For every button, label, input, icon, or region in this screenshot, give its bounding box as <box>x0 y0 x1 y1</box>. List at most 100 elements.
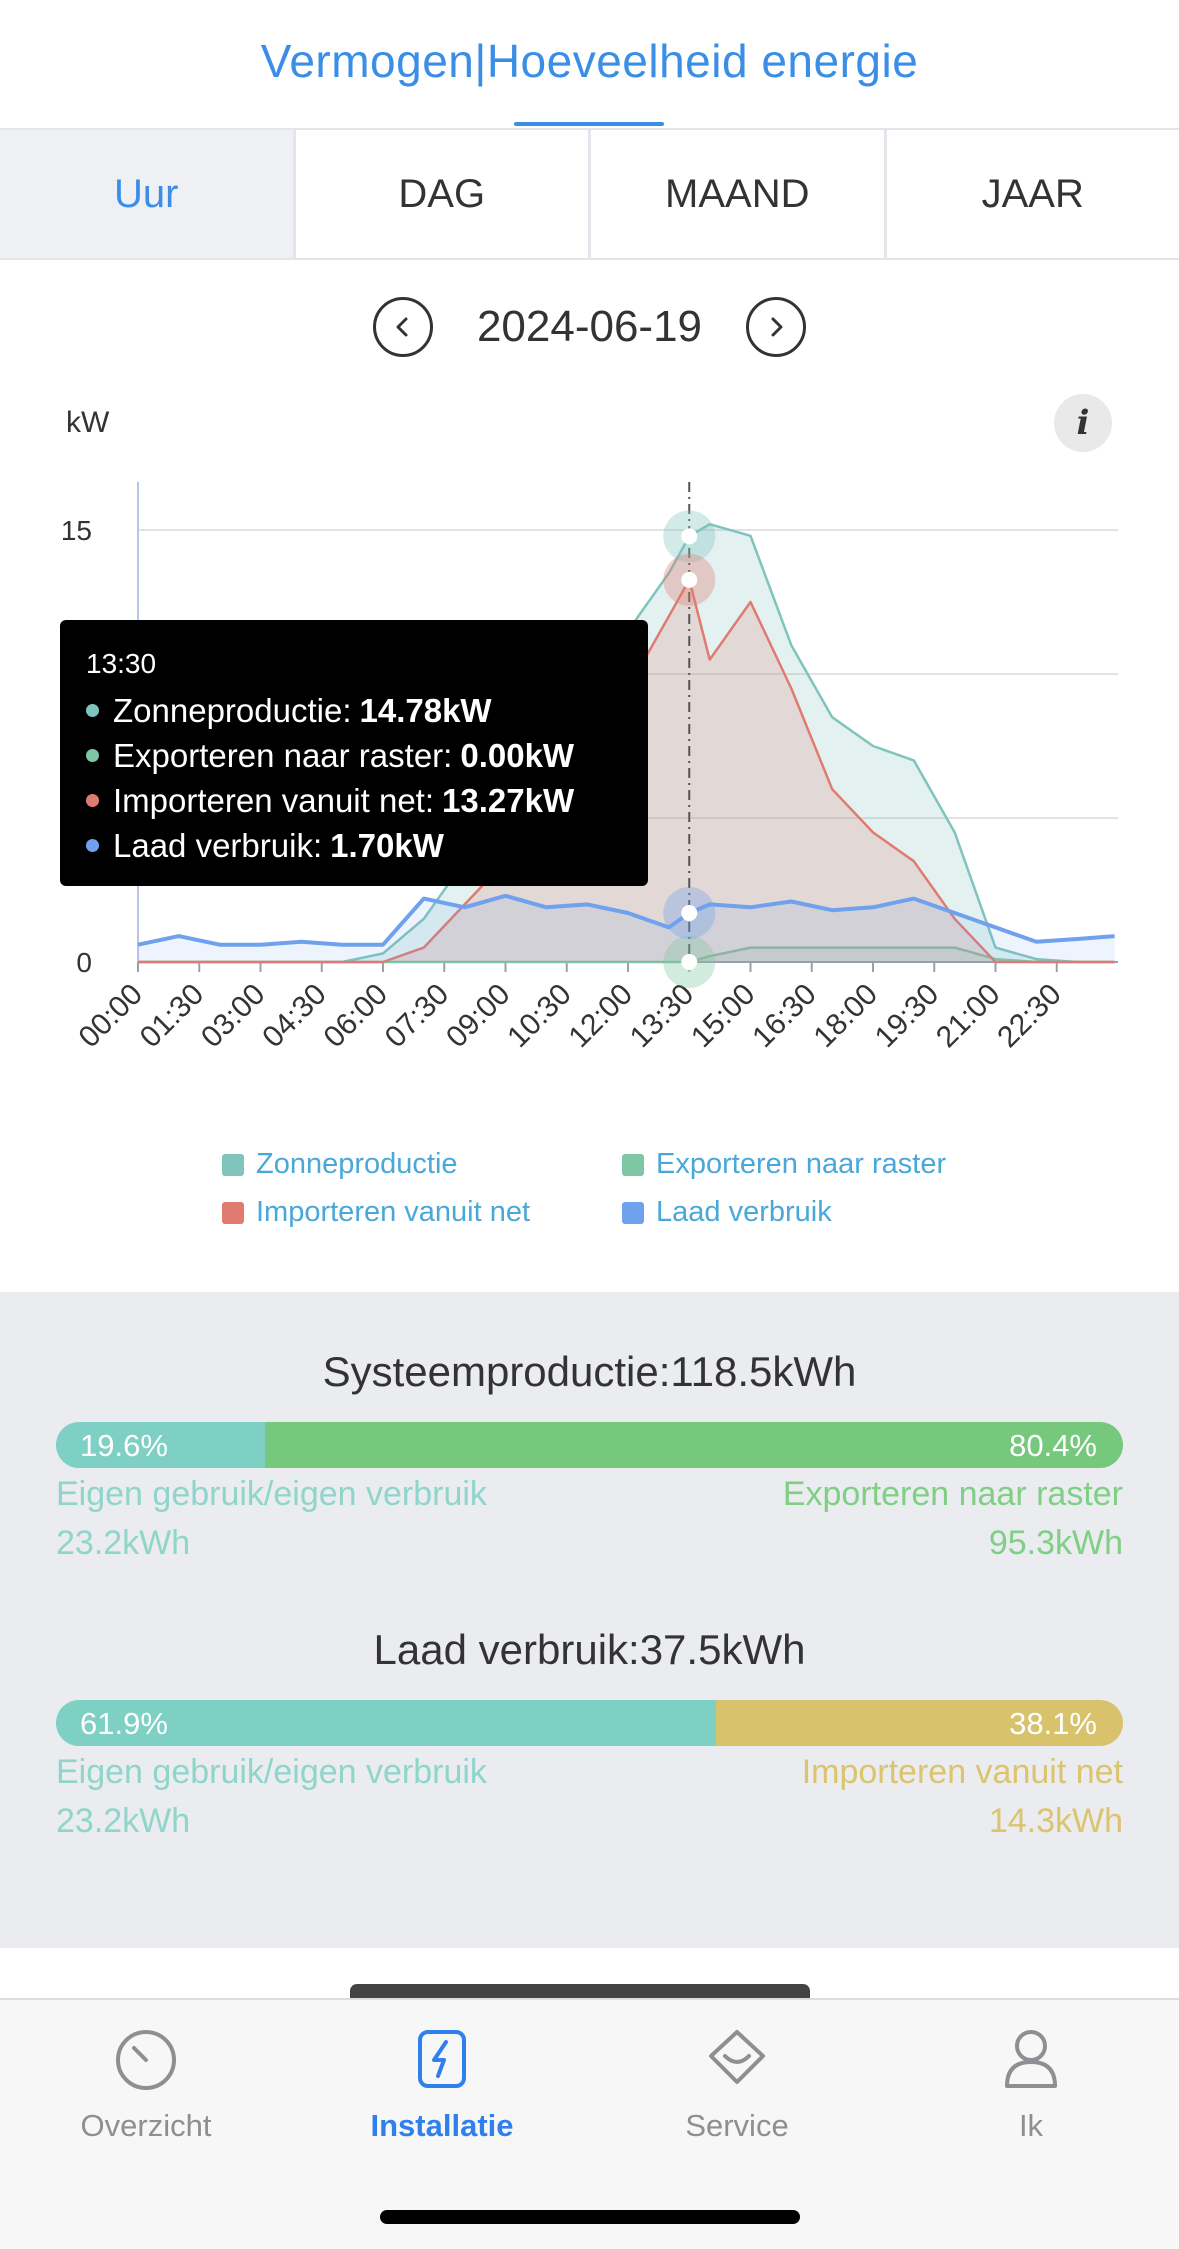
x-tick-label: 03:00 <box>195 978 271 1054</box>
series-dot-icon <box>86 704 99 717</box>
tooltip-row: Importeren vanuit net: 13.27kW <box>86 778 622 823</box>
self-use-value: 23.2kWh <box>56 1524 191 1562</box>
cursor-marker <box>681 571 698 588</box>
x-tick-label: 06:00 <box>318 978 394 1054</box>
legend-label: Laad verbruik <box>656 1196 832 1228</box>
nav-ik[interactable]: Ik <box>921 2022 1141 2144</box>
date-navigator: 2024-06-19 <box>0 296 1179 358</box>
legend-label: Exporteren naar raster <box>656 1148 947 1180</box>
series-line <box>137 893 1115 947</box>
cursor-marker <box>681 905 698 922</box>
tab-uur[interactable]: Uur <box>0 130 293 258</box>
self-use-label: Eigen gebruik/eigen verbruik 23.2kWh <box>56 1470 487 1568</box>
load-consumption-title: Laad verbruik:37.5kWh <box>373 1626 806 1673</box>
import-value: 14.3kWh <box>988 1802 1123 1840</box>
export-value: 95.3kWh <box>988 1524 1123 1562</box>
page-title[interactable]: Vermogen|Hoeveelheid energie <box>260 35 919 87</box>
nav-label: Installatie <box>370 2108 514 2143</box>
tooltip-value: 13.27kW <box>442 781 575 819</box>
legend-swatch <box>622 1153 644 1176</box>
series-dot-icon <box>86 794 99 807</box>
system-production-title: Systeemproductie:118.5kWh <box>322 1348 857 1395</box>
x-tick-label: 13:30 <box>624 978 700 1054</box>
legend-swatch <box>222 1153 244 1176</box>
chart-unit-label: kW <box>66 406 110 439</box>
period-tabs: Uur DAG MAAND JAAR <box>0 128 1179 260</box>
info-icon[interactable]: i <box>1054 394 1112 452</box>
service-icon <box>709 2030 765 2084</box>
x-tick-label: 00:00 <box>73 978 149 1054</box>
tooltip-label: Zonneproductie: <box>113 691 352 729</box>
x-tick-label: 04:30 <box>256 978 332 1054</box>
tooltip-label: Exporteren naar raster: <box>113 736 453 774</box>
export-text: Exporteren naar raster <box>782 1475 1123 1513</box>
bottom-navigation: Overzicht Installatie Service Ik <box>0 1998 1179 2249</box>
import-label: Importeren vanuit net 14.3kWh <box>802 1748 1123 1846</box>
series-dot-icon <box>86 839 99 852</box>
page-header: Vermogen|Hoeveelheid energie <box>0 0 1179 128</box>
load-consumption-bar: 61.9% 38.1% <box>56 1700 1123 1746</box>
import-segment: 38.1% <box>716 1700 1123 1746</box>
y-tick-label: 0 <box>76 947 92 978</box>
tooltip-time: 13:30 <box>86 648 157 679</box>
system-production-bar: 19.6% 80.4% <box>56 1422 1123 1468</box>
next-section-peek <box>0 1948 1179 1998</box>
section-title-partial <box>350 1984 810 1998</box>
self-use-text: Eigen gebruik/eigen verbruik <box>56 1475 487 1513</box>
x-tick-label: 19:30 <box>869 978 945 1054</box>
chevron-right-icon <box>771 317 783 337</box>
installation-icon <box>418 2030 466 2088</box>
tooltip-row: Laad verbruik: 1.70kW <box>86 823 622 868</box>
next-date-button[interactable] <box>746 297 807 357</box>
import-text: Importeren vanuit net <box>801 1753 1123 1791</box>
nav-label: Overzicht <box>80 2108 212 2143</box>
legend-item-importeren[interactable]: Importeren vanuit net <box>222 1196 530 1229</box>
tooltip-label: Importeren vanuit net: <box>113 781 435 819</box>
tooltip-value: 1.70kW <box>330 826 444 864</box>
self-use-segment: 19.6% <box>56 1422 266 1468</box>
legend-item-laad-verbruik[interactable]: Laad verbruik <box>622 1196 832 1229</box>
tooltip-value: 14.78kW <box>359 691 492 729</box>
home-indicator <box>380 2210 800 2224</box>
title-underline <box>514 122 664 126</box>
export-percent: 80.4% <box>1009 1428 1097 1463</box>
nav-overzicht[interactable]: Overzicht <box>36 2022 256 2144</box>
tab-dag[interactable]: DAG <box>295 130 588 258</box>
tab-maand[interactable]: MAAND <box>591 130 884 258</box>
x-tick-label: 22:30 <box>991 978 1067 1054</box>
cursor-marker <box>681 954 698 970</box>
tooltip-row: Zonneproductie: 14.78kW <box>86 688 622 733</box>
nav-label: Ik <box>1018 2108 1044 2143</box>
x-tick-label: 12:00 <box>563 978 639 1054</box>
chevron-left-icon <box>396 317 408 337</box>
previous-date-button[interactable] <box>372 297 433 357</box>
tab-jaar[interactable]: JAAR <box>886 130 1179 258</box>
gauge-icon <box>116 2030 176 2090</box>
legend-swatch <box>222 1201 244 1224</box>
tooltip-value: 0.00kW <box>460 736 575 774</box>
nav-service[interactable]: Service <box>627 2022 847 2144</box>
tooltip-label: Laad verbruik: <box>113 826 323 864</box>
self-use-value: 23.2kWh <box>56 1802 191 1840</box>
current-date: 2024-06-19 <box>476 302 703 351</box>
x-tick-label: 10:30 <box>501 978 577 1054</box>
legend-item-zonneproductie[interactable]: Zonneproductie <box>222 1148 458 1181</box>
export-label: Exporteren naar raster 95.3kWh <box>783 1470 1123 1568</box>
self-use-percent: 19.6% <box>80 1428 168 1463</box>
x-tick-label: 07:30 <box>379 978 455 1054</box>
self-use-text: Eigen gebruik/eigen verbruik <box>56 1753 487 1791</box>
chart-tooltip: 13:30 Zonneproductie: 14.78kW Exporteren… <box>60 620 648 886</box>
series-dot-icon <box>86 749 99 762</box>
legend-swatch <box>622 1201 644 1224</box>
series-area <box>138 947 1115 962</box>
self-use-percent: 61.9% <box>80 1706 168 1741</box>
person-icon <box>1005 2030 1057 2088</box>
x-tick-label: 15:00 <box>685 978 761 1054</box>
nav-label: Service <box>685 2108 789 2143</box>
x-tick-label: 16:30 <box>746 978 822 1054</box>
nav-installatie[interactable]: Installatie <box>332 2022 552 2144</box>
self-use-segment: 61.9% <box>56 1700 717 1746</box>
legend-item-exporteren[interactable]: Exporteren naar raster <box>622 1148 946 1181</box>
x-tick-label: 21:00 <box>930 978 1006 1054</box>
export-segment: 80.4% <box>265 1422 1123 1468</box>
